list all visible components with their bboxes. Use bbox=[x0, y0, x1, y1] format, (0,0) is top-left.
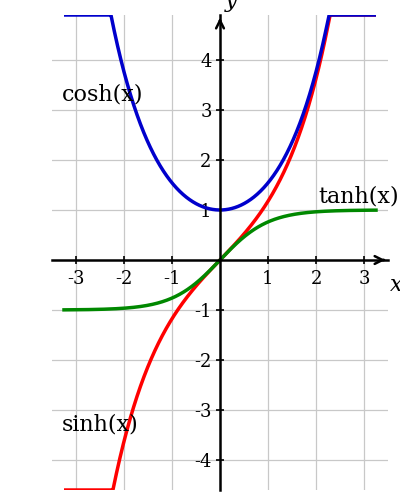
Text: cosh(x): cosh(x) bbox=[62, 84, 143, 106]
Text: y: y bbox=[225, 0, 238, 12]
Text: sinh(x): sinh(x) bbox=[62, 414, 138, 436]
Text: tanh(x): tanh(x) bbox=[318, 185, 399, 207]
Text: x: x bbox=[390, 274, 400, 296]
